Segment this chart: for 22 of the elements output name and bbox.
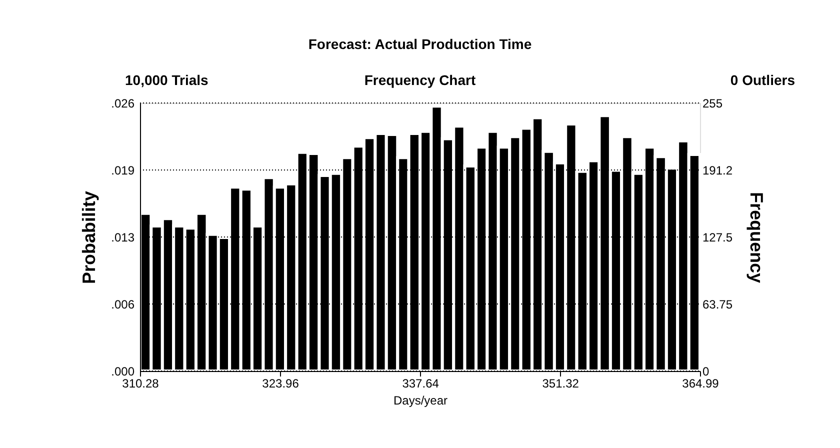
y2-tick-label: 0: [702, 364, 710, 378]
x-tick-label: 310.28: [122, 376, 160, 390]
y-tick-label: .013: [111, 230, 135, 244]
y2-tick-label: 191.2: [702, 164, 733, 178]
x-tick-label: 323.96: [262, 376, 300, 390]
y2-tick-label: 63.75: [702, 298, 733, 312]
y-tick-label: .026: [111, 96, 135, 110]
y-tick-label: .006: [111, 298, 135, 312]
y2-axis-title: Frequency: [746, 192, 767, 284]
x-axis-title: Days/year: [393, 394, 448, 408]
x-tick-label: 364.99: [682, 376, 720, 390]
y-tick-label: .019: [111, 164, 135, 178]
chart-title: Forecast: Actual Production Time: [308, 36, 532, 52]
y-axis-title: Probability: [79, 190, 100, 284]
text: 0 Outliers: [730, 72, 796, 88]
chart-subtitle: Frequency Chart: [364, 72, 476, 88]
text: 10,000 Trials: [125, 72, 209, 88]
y-tick-label: .000: [111, 364, 135, 378]
x-tick-label: 351.32: [542, 376, 580, 390]
y2-tick-label: 127.5: [702, 230, 733, 244]
y2-tick-label: 255: [702, 96, 723, 110]
x-tick-label: 337.64: [402, 376, 440, 390]
